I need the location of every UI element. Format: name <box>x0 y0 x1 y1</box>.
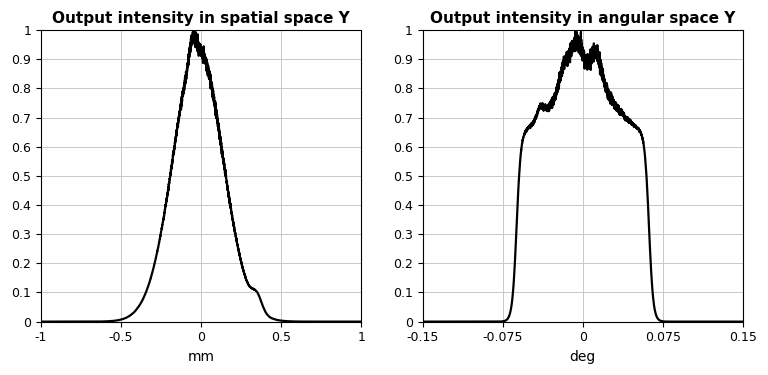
X-axis label: mm: mm <box>187 350 214 364</box>
Title: Output intensity in angular space Y: Output intensity in angular space Y <box>430 11 736 26</box>
X-axis label: deg: deg <box>570 350 596 364</box>
Title: Output intensity in spatial space Y: Output intensity in spatial space Y <box>52 11 350 26</box>
